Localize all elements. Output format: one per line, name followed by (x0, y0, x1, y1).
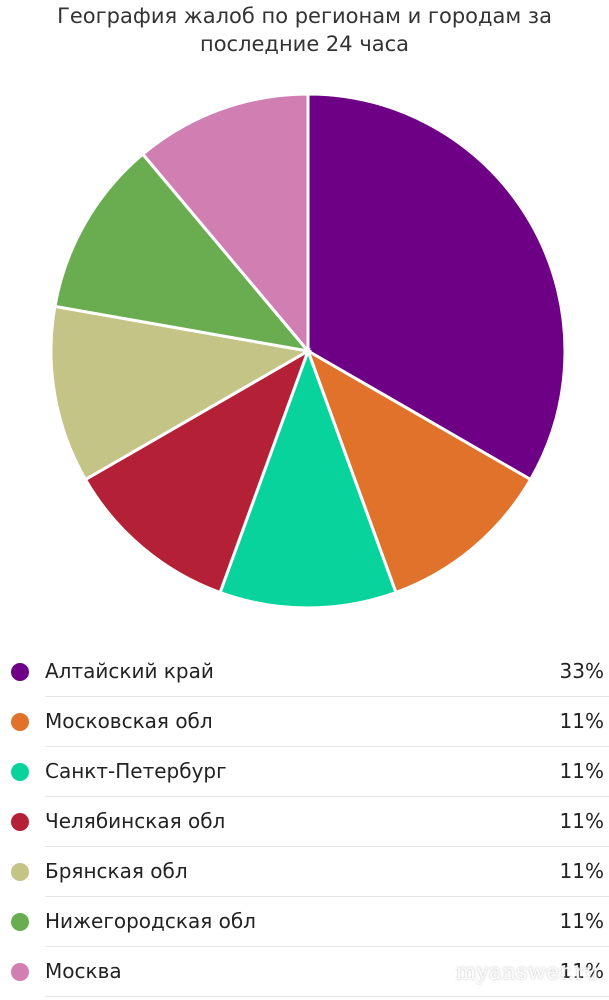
legend-swatch (11, 963, 29, 981)
legend-row: Брянская обл 11% (0, 847, 609, 897)
pie-slice (49, 304, 313, 482)
separator (45, 996, 609, 997)
legend-swatch (11, 763, 29, 781)
separator (45, 796, 609, 797)
separator (45, 946, 609, 947)
legend-swatch (11, 863, 29, 881)
legend-label: Москва (45, 959, 122, 983)
legend-row: Санкт-Петербург 11% (0, 747, 609, 797)
pie-slice (53, 152, 312, 354)
separator (45, 896, 609, 897)
pie-slice (140, 92, 310, 356)
legend-swatch (11, 713, 29, 731)
legend-row: Московская обл 11% (0, 697, 609, 747)
separator (45, 746, 609, 747)
legend-row: Алтайский край 33% (0, 647, 609, 697)
value-label: 11% (559, 759, 604, 783)
chart-title: География жалоб по регионам и городам за… (57, 4, 552, 56)
pie-slice (306, 92, 567, 482)
value-label: 11% (559, 959, 604, 983)
value-label: 11% (559, 859, 604, 883)
legend-label: Санкт-Петербург (45, 759, 227, 783)
legend-label: Челябинская обл (45, 809, 226, 833)
legend-swatch (11, 813, 29, 831)
legend-label: Брянская обл (45, 859, 188, 883)
value-label: 11% (559, 709, 604, 733)
legend-label: Московская обл (45, 709, 213, 733)
separator (45, 846, 609, 847)
legend-row: Челябинская обл 11% (0, 797, 609, 847)
legend-label: Нижегородская обл (45, 909, 256, 933)
value-label: 11% (559, 909, 604, 933)
legend-label: Алтайский край (45, 659, 214, 683)
pie-chart (49, 92, 567, 610)
legend-swatch (11, 913, 29, 931)
legend-row: Нижегородская обл 11% (0, 897, 609, 947)
pie-slice (83, 347, 311, 595)
value-label: 33% (559, 659, 604, 683)
legend-swatch (11, 663, 29, 681)
separator (45, 696, 609, 697)
watermark: myanswer.ru (455, 960, 600, 985)
value-label: 11% (559, 809, 604, 833)
pie-slice (305, 347, 533, 595)
legend-row: Москва 11% (0, 947, 609, 997)
pie-slice (218, 346, 398, 610)
legend: Алтайский край 33% Московская обл 11% Санкт-… (0, 647, 609, 997)
